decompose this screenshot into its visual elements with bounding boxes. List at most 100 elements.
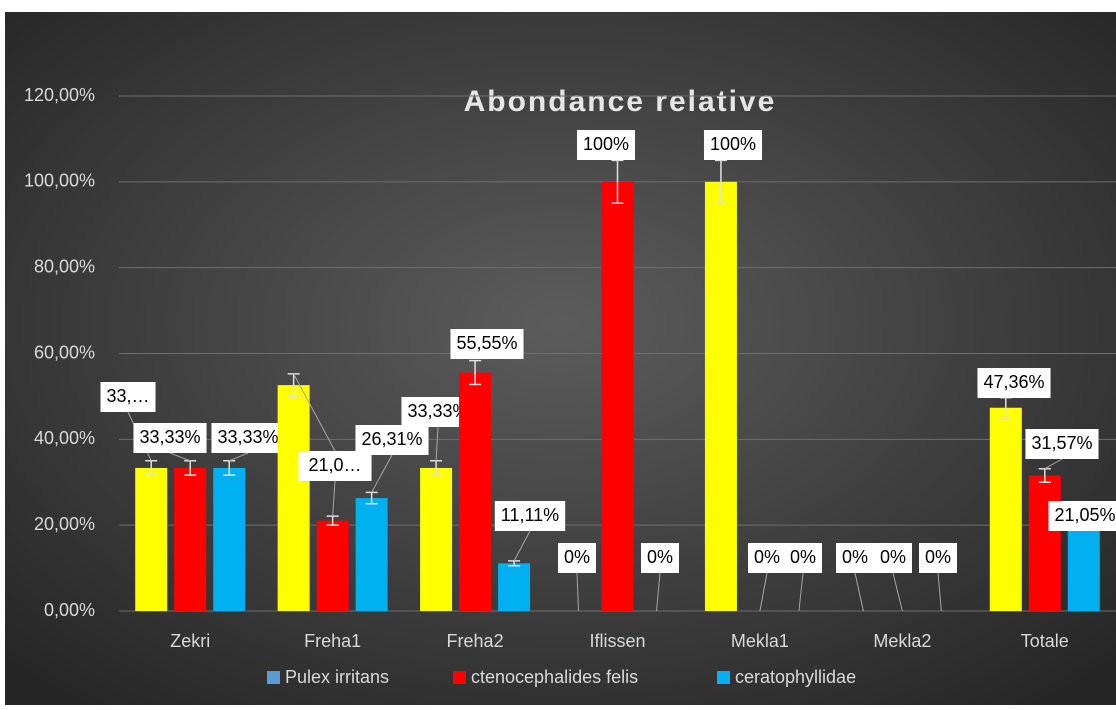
- y-tick-label: 60,00%: [34, 342, 95, 362]
- x-tick-label: Freha2: [447, 631, 504, 651]
- x-tick-label: Freha1: [304, 631, 361, 651]
- data-label-text: 0%: [647, 547, 673, 567]
- legend-swatch: [717, 671, 730, 684]
- x-tick-label: Mekla2: [873, 631, 931, 651]
- data-label-box: [1048, 501, 1116, 531]
- data-label-box: [133, 423, 207, 453]
- data-label-text: 11,11%: [501, 505, 559, 525]
- data-label-box: [576, 130, 636, 160]
- data-label-box: [835, 543, 875, 573]
- data-label-box: [302, 451, 368, 481]
- data-label-box: [640, 543, 680, 573]
- x-tick-label: Totale: [1021, 631, 1069, 651]
- data-label-text: 21,0…: [308, 455, 361, 475]
- data-label: 0%: [747, 543, 787, 573]
- data-label-box: [873, 543, 913, 573]
- data-label: 33,33%: [133, 423, 207, 453]
- bar: [420, 467, 453, 611]
- x-tick-label: Mekla1: [731, 631, 789, 651]
- data-label: 0%: [783, 543, 823, 573]
- data-label: 21,05%: [1048, 501, 1116, 531]
- data-label: 100%: [576, 130, 636, 160]
- data-label-box: [450, 329, 524, 359]
- label-leader: [937, 572, 942, 612]
- data-label-text: 100%: [710, 134, 756, 154]
- bar: [135, 467, 168, 611]
- chart-title: Abondance relative: [464, 85, 777, 118]
- label-leader: [656, 572, 661, 612]
- data-label: 47,36%: [977, 368, 1051, 398]
- data-label-text: 100%: [583, 134, 629, 154]
- legend-label: Pulex irritans: [285, 667, 389, 687]
- data-label-text: 47,36%: [983, 372, 1044, 392]
- bar: [1028, 475, 1061, 611]
- label-leader: [293, 373, 336, 452]
- data-label: 0%: [835, 543, 875, 573]
- legend-swatch: [267, 671, 280, 684]
- data-label-text: 0%: [564, 547, 590, 567]
- label-leader: [332, 480, 336, 517]
- data-label: 11,11%: [494, 501, 566, 531]
- bar: [174, 467, 207, 611]
- label-leader: [576, 572, 579, 612]
- label-leader: [513, 530, 531, 562]
- legend-label: ctenocephalides felis: [471, 667, 638, 687]
- error-bar: [430, 460, 443, 476]
- data-label: 0%: [557, 543, 597, 573]
- x-tick-label: Zekri: [170, 631, 210, 651]
- data-label-box: [747, 543, 787, 573]
- y-tick-label: 40,00%: [34, 428, 95, 448]
- data-label-text: 55,55%: [456, 333, 517, 353]
- bar: [704, 181, 737, 612]
- data-label-box: [783, 543, 823, 573]
- error-bar: [611, 159, 624, 205]
- bar: [989, 407, 1022, 611]
- label-leader: [435, 426, 439, 461]
- data-label-text: 33,…: [106, 386, 149, 406]
- bar: [498, 563, 531, 611]
- y-tick-label: 100,00%: [24, 171, 95, 191]
- data-label-text: 0%: [925, 547, 951, 567]
- data-label-text: 31,57%: [1031, 433, 1092, 453]
- bar: [277, 385, 310, 611]
- label-leader: [229, 452, 249, 462]
- data-label: 0%: [640, 543, 680, 573]
- data-label-box: [494, 501, 566, 531]
- y-tick-label: 80,00%: [34, 256, 95, 276]
- data-label-box: [100, 382, 156, 412]
- error-bar: [287, 373, 300, 398]
- y-tick-label: 120,00%: [24, 85, 95, 105]
- data-label-text: 0%: [880, 547, 906, 567]
- data-label: 31,57%: [1025, 429, 1099, 459]
- bar: [355, 498, 388, 611]
- label-leader: [1044, 458, 1063, 470]
- data-label-text: 33,33%: [407, 401, 468, 421]
- data-label: 33,33%: [211, 423, 285, 453]
- label-leader: [371, 454, 393, 493]
- data-label: 0%: [918, 543, 958, 573]
- bar: [459, 372, 492, 611]
- data-label: 26,31%: [355, 425, 429, 455]
- y-tick-label: 0,00%: [44, 600, 95, 620]
- data-label: 21,0…: [302, 451, 368, 481]
- data-label-box: [703, 130, 763, 160]
- data-label-box: [211, 423, 285, 453]
- label-leader: [169, 452, 191, 462]
- data-label-text: 21,05%: [1054, 505, 1115, 525]
- data-label-box: [557, 543, 597, 573]
- data-label: 0%: [873, 543, 913, 573]
- legend-swatch: [453, 671, 466, 684]
- error-bar: [145, 460, 158, 476]
- data-label: 33,…: [100, 382, 156, 412]
- error-bar: [469, 359, 482, 386]
- bar: [601, 181, 634, 612]
- label-leader: [798, 572, 804, 612]
- data-label-text: 33,33%: [217, 427, 278, 447]
- data-label: 55,55%: [450, 329, 524, 359]
- data-label-box: [918, 543, 958, 573]
- data-label-box: [355, 425, 429, 455]
- data-label: 100%: [703, 130, 763, 160]
- data-label-box: [977, 368, 1051, 398]
